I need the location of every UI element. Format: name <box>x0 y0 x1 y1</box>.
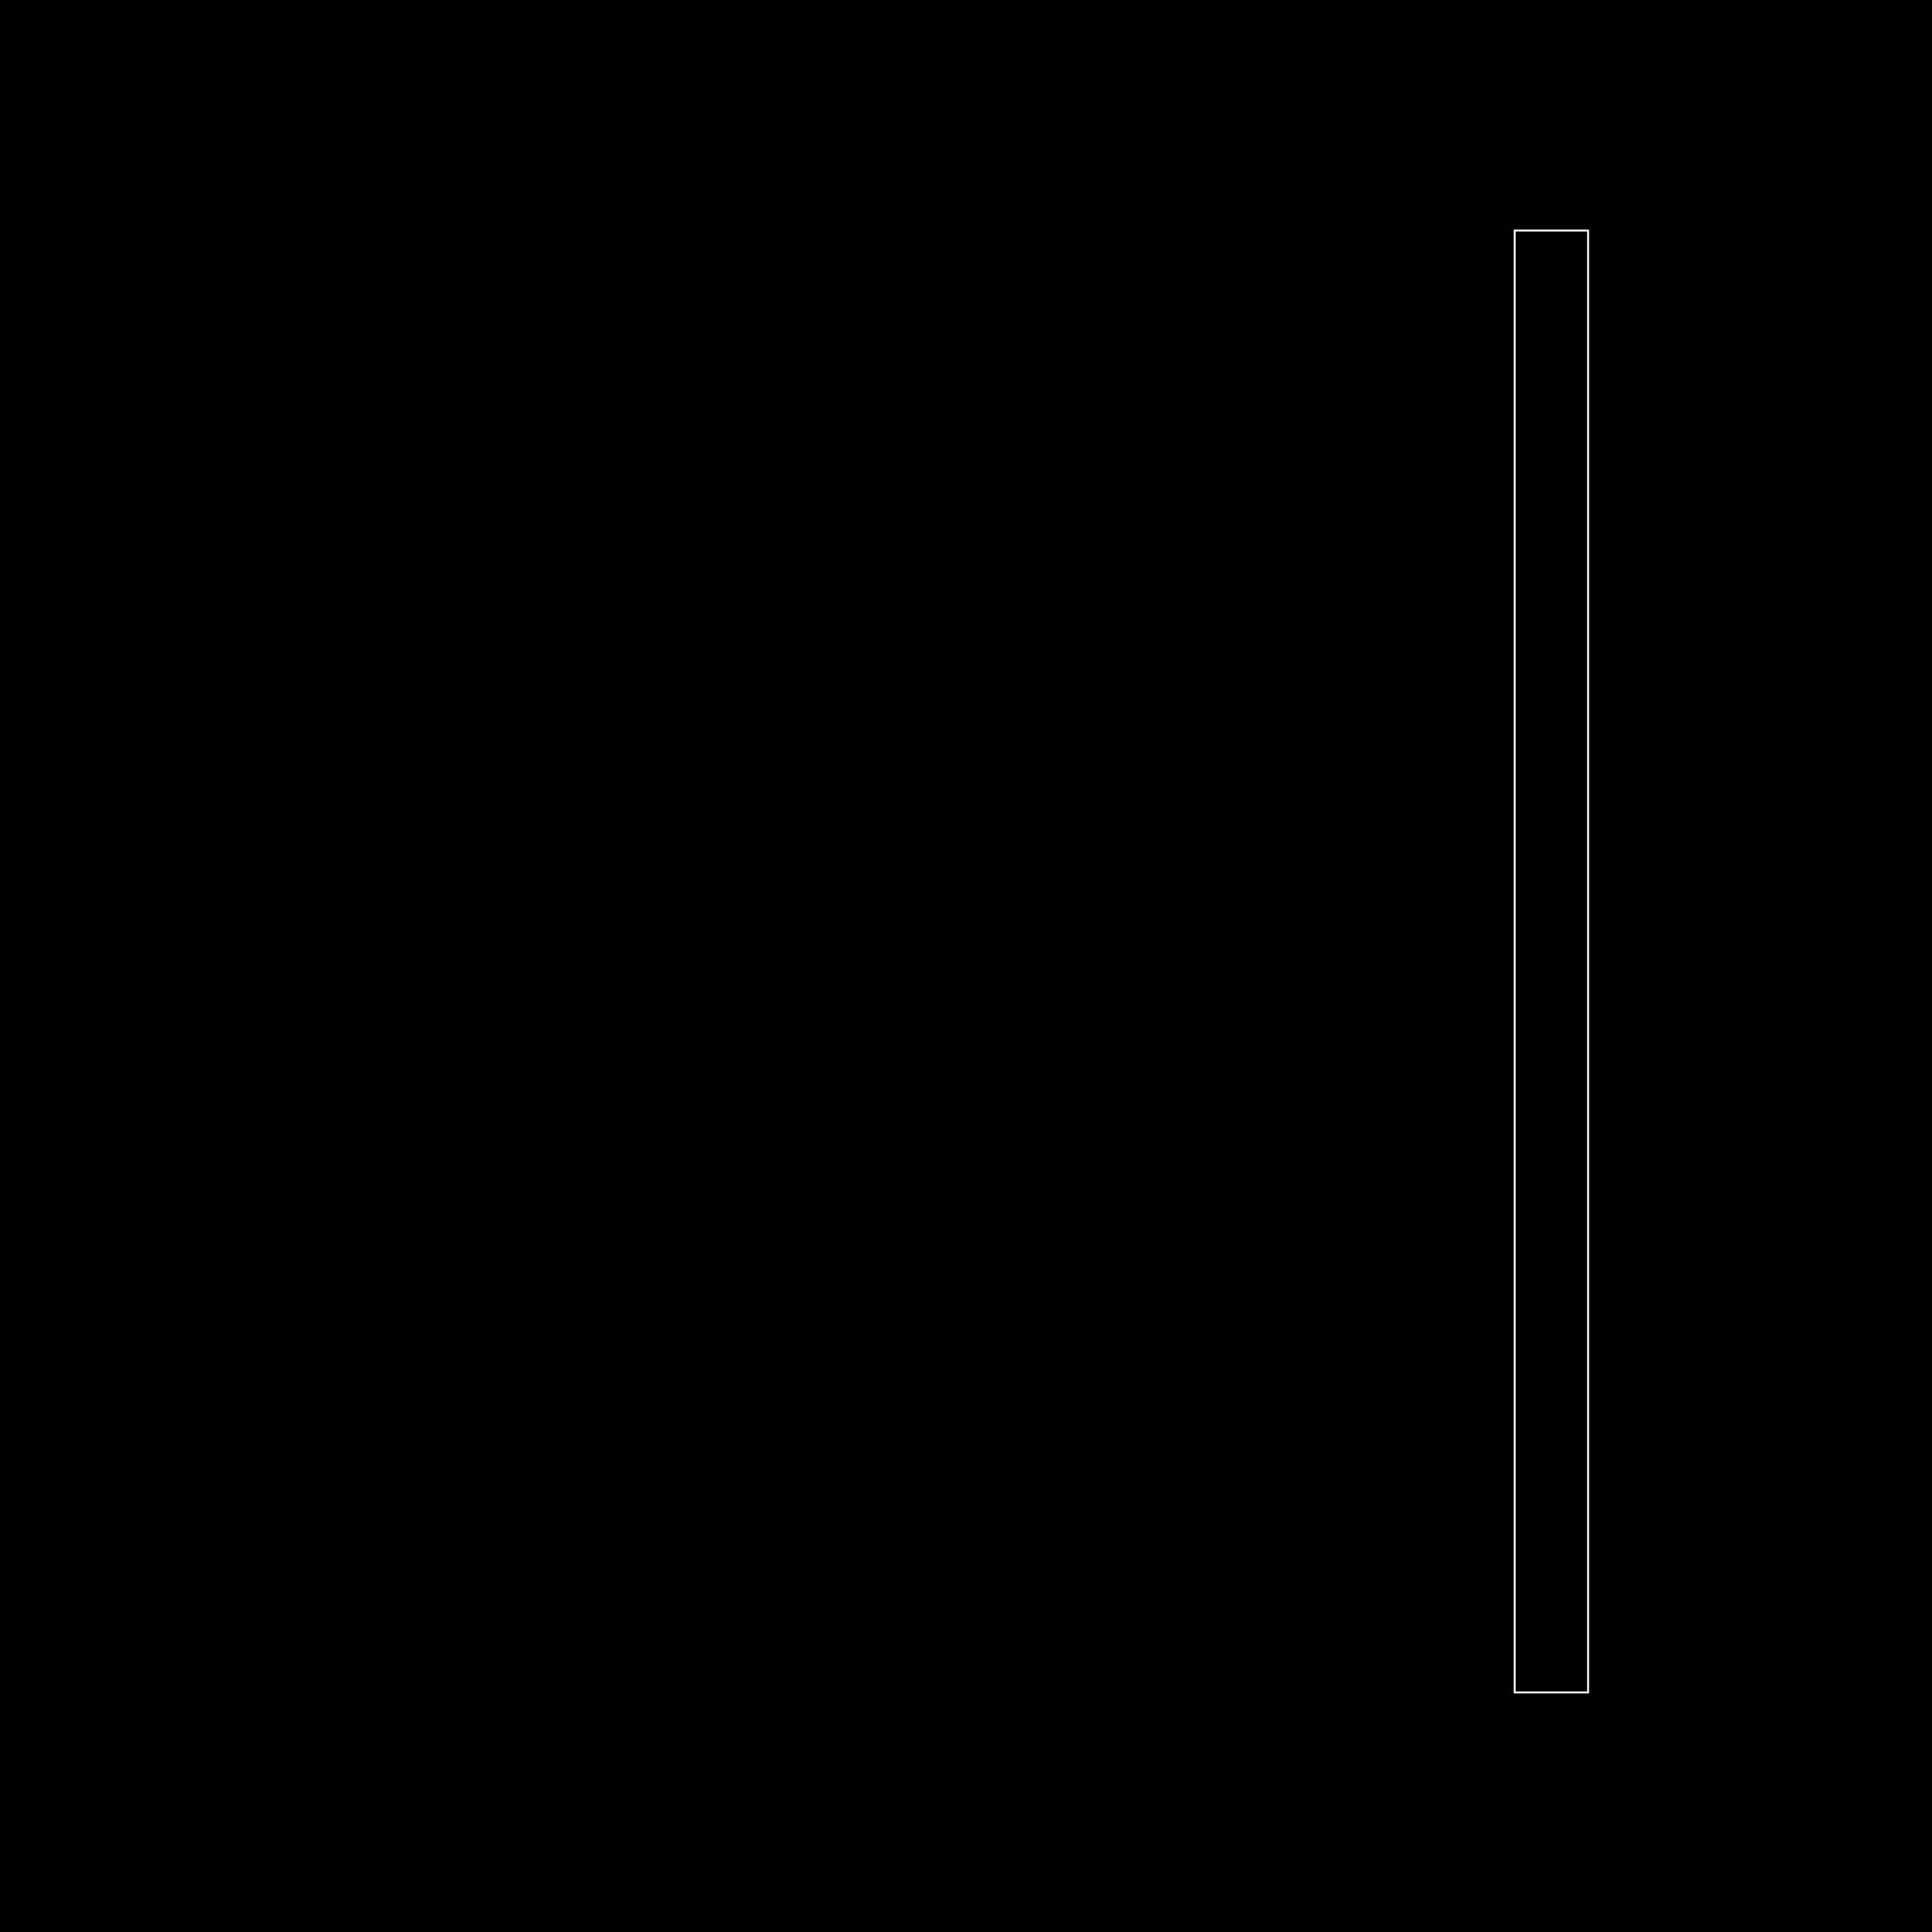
colorbar <box>1513 229 1589 1694</box>
newham-borough-shape[interactable] <box>277 459 1386 1441</box>
colorbar-gradient <box>1513 229 1589 1694</box>
